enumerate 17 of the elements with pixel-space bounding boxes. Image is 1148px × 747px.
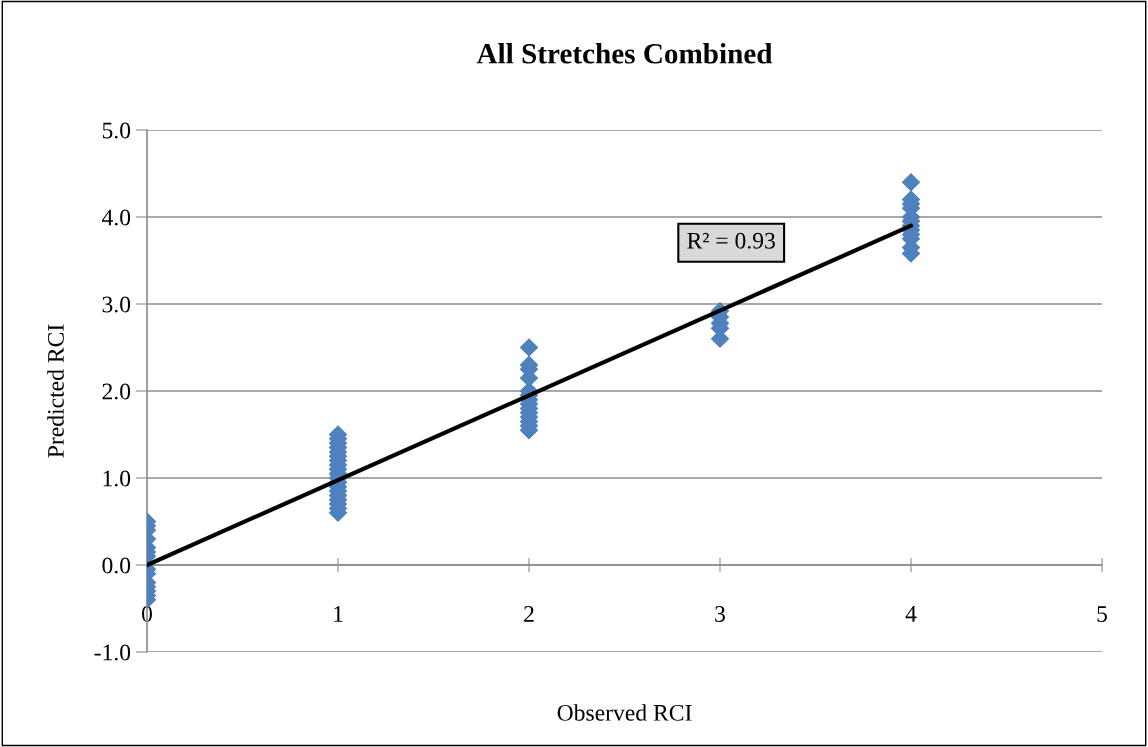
- annotation: R² = 0.93: [687, 232, 775, 249]
- y-tick-label: -1.0: [94, 644, 131, 661]
- y-tick-label: 4.0: [101, 209, 131, 226]
- y-tick-label: 2.0: [102, 383, 131, 400]
- x-tick-label: 4: [905, 606, 917, 622]
- x-tick-label: 1: [334, 606, 343, 622]
- y-tick-label: 1.0: [103, 470, 131, 487]
- chart-title: All Stretches Combined: [476, 43, 773, 64]
- x-tick-label: 3: [715, 606, 725, 622]
- x-tick-label: 5: [1097, 606, 1107, 622]
- y-tick-label: 0.0: [102, 557, 131, 574]
- y-tick-label: 3.0: [102, 296, 131, 313]
- x-tick-label: 0: [142, 605, 152, 622]
- x-tick-label: 2: [524, 606, 534, 622]
- y-tick-label: 5.0: [102, 122, 131, 139]
- x-axis-title: Observed RCI: [557, 704, 692, 721]
- y-axis-title: Predicted RCI: [47, 324, 64, 458]
